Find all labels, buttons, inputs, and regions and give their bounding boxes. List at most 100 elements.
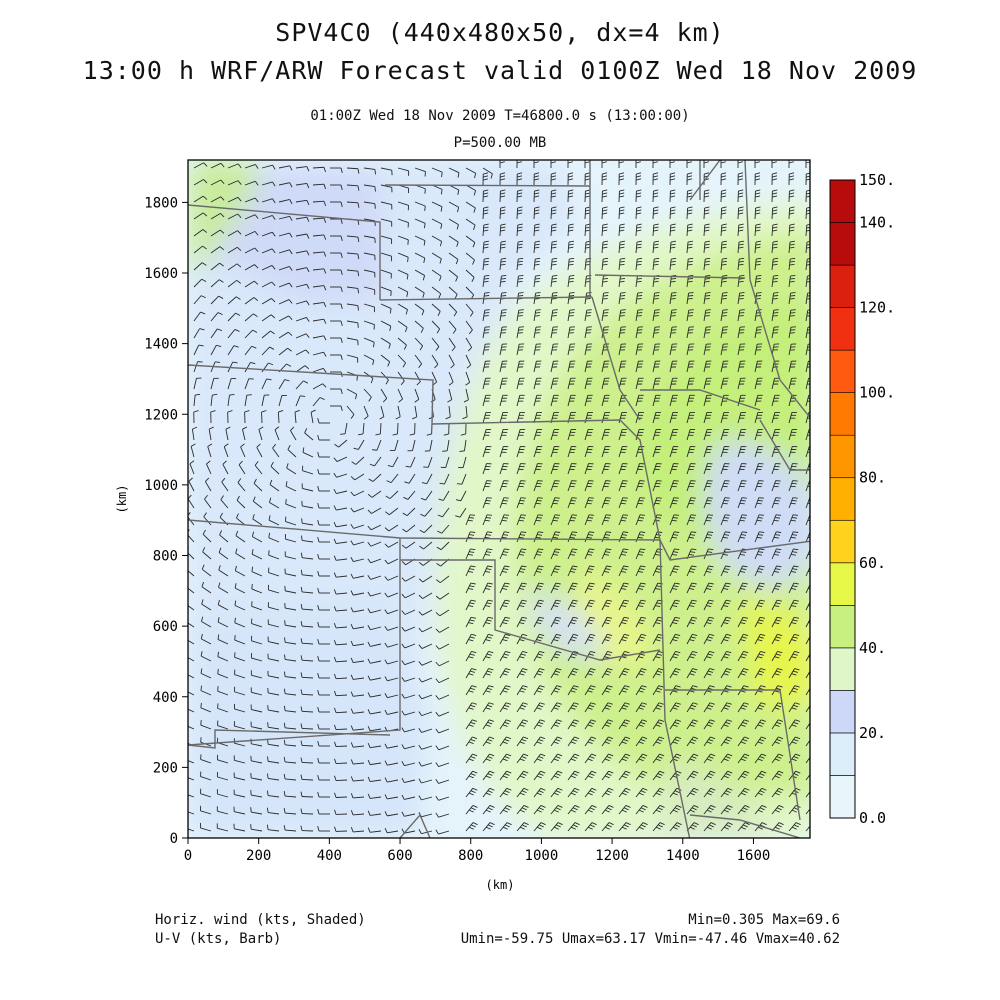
wind-barb — [567, 787, 580, 798]
wind-barb — [516, 616, 528, 628]
wind-barb — [284, 568, 297, 577]
wind-barb — [720, 360, 729, 373]
wind-barb — [737, 343, 746, 356]
wind-barb — [720, 292, 728, 305]
wind-barb — [550, 480, 560, 492]
wind-barb — [499, 633, 511, 645]
wind-barb — [754, 514, 765, 526]
wind-barb — [384, 659, 399, 665]
wind-barb — [686, 160, 692, 169]
wind-barb — [233, 755, 246, 764]
wind-barb — [550, 702, 562, 713]
wind-barb — [250, 807, 263, 815]
wind-barb — [418, 829, 433, 835]
wind-barb — [754, 736, 767, 747]
wind-barb — [635, 514, 646, 526]
wind-barb — [584, 394, 593, 407]
wind-barb — [208, 426, 214, 441]
wind-barb — [439, 473, 450, 485]
wind-barb — [227, 345, 239, 356]
wind-barb — [618, 822, 631, 832]
wind-barb — [703, 531, 714, 543]
wind-barb — [261, 346, 275, 356]
wind-barb — [635, 582, 646, 594]
wind-barb — [295, 166, 310, 172]
wind-barb — [533, 668, 545, 679]
wind-barb — [330, 303, 343, 309]
wind-barb — [435, 829, 450, 835]
wind-barb — [217, 651, 229, 662]
wind-barb — [584, 736, 597, 747]
wind-barb — [805, 189, 810, 203]
wind-barb — [278, 394, 287, 407]
wind-barb — [550, 257, 558, 271]
wind-barb — [333, 456, 348, 463]
wind-barb — [703, 719, 715, 730]
wind-barb — [754, 411, 763, 424]
wind-barb — [754, 463, 764, 475]
wind-barb — [278, 249, 293, 255]
wind-barb — [533, 770, 546, 781]
wind-barb — [250, 755, 263, 764]
wind-barb — [274, 426, 280, 441]
wind-barb — [584, 480, 594, 492]
wind-barb — [350, 691, 365, 697]
wind-barb — [618, 633, 630, 645]
wind-barb — [737, 309, 745, 322]
wind-barb — [754, 633, 766, 645]
wind-barb — [267, 619, 280, 628]
wind-barb — [567, 309, 575, 322]
colorbar-segment — [829, 605, 856, 649]
wind-barb — [550, 787, 563, 798]
wind-barb — [482, 702, 494, 713]
wind-barb — [737, 616, 749, 628]
wind-barb — [367, 810, 382, 816]
wind-barb — [788, 702, 800, 713]
y-tick-label: 1000 — [144, 478, 178, 494]
wind-barb — [193, 361, 203, 373]
wind-barb — [550, 770, 563, 781]
wind-barb — [333, 488, 348, 494]
wind-barb — [267, 790, 280, 798]
wind-barb — [567, 446, 577, 458]
wind-barb — [550, 582, 561, 594]
wind-barb — [550, 274, 558, 288]
wind-barb — [584, 599, 595, 611]
wind-barb — [300, 757, 314, 764]
wind-barb — [618, 548, 629, 560]
wind-barb — [737, 394, 746, 407]
wind-barb — [516, 326, 524, 339]
wind-barb — [652, 651, 664, 662]
wind-barb — [193, 278, 207, 288]
wind-barb — [754, 428, 764, 441]
y-tick-label: 600 — [153, 619, 178, 635]
wind-barb — [771, 463, 781, 475]
wind-barb — [244, 361, 256, 373]
wind-barb — [737, 719, 749, 730]
wind-barb — [550, 651, 562, 662]
wind-barb — [482, 377, 491, 390]
wind-barb — [567, 565, 578, 577]
wind-barb — [703, 668, 715, 679]
wind-barb — [737, 326, 745, 339]
wind-barb — [346, 303, 359, 311]
wind-barb — [206, 460, 212, 475]
wind-barb — [278, 215, 293, 221]
wind-barb — [567, 685, 579, 696]
wind-barb — [371, 439, 382, 451]
wind-barb — [435, 694, 450, 700]
wind-barb — [302, 447, 314, 458]
wind-barb — [533, 240, 540, 254]
wind-barb — [533, 805, 546, 815]
wind-barb — [686, 394, 695, 407]
wind-barb — [720, 770, 733, 781]
wind-barb — [652, 719, 664, 730]
wind-barb — [516, 160, 522, 169]
wind-barb — [380, 303, 392, 314]
wind-barb — [435, 592, 450, 600]
wind-barb — [301, 535, 314, 543]
wind-barb — [737, 497, 747, 509]
wind-barb — [188, 708, 195, 713]
wind-barb — [669, 360, 678, 373]
wind-barb — [465, 337, 473, 352]
